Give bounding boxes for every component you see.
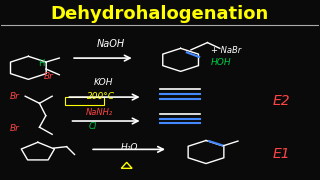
- Text: KOH: KOH: [93, 78, 113, 87]
- Text: E1: E1: [273, 147, 290, 161]
- Text: H: H: [38, 59, 44, 68]
- Text: Br: Br: [44, 72, 54, 81]
- Text: E2: E2: [273, 94, 290, 108]
- Text: 200°C: 200°C: [87, 92, 115, 101]
- Text: Dehydrohalogenation: Dehydrohalogenation: [51, 5, 269, 23]
- Text: + NaBr: + NaBr: [211, 46, 241, 55]
- Text: Br: Br: [9, 92, 19, 101]
- Text: Br: Br: [9, 124, 19, 133]
- Text: NaNH₂: NaNH₂: [85, 108, 113, 117]
- Text: H₂O: H₂O: [120, 143, 138, 152]
- Text: Cl: Cl: [89, 122, 97, 131]
- Text: HOH: HOH: [211, 58, 231, 67]
- Text: NaOH: NaOH: [97, 39, 125, 49]
